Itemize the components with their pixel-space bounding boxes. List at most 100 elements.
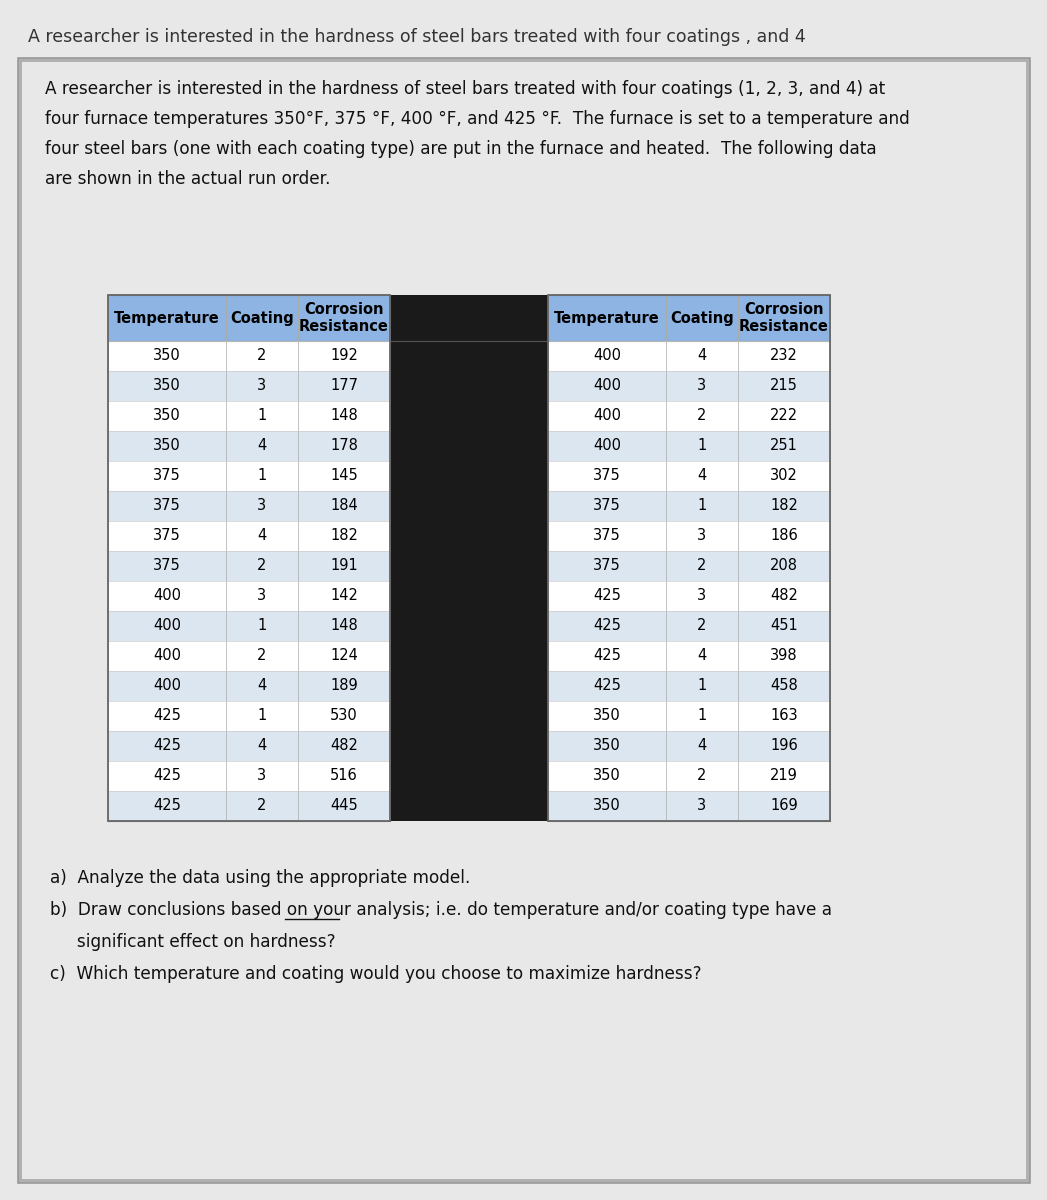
Text: 186: 186 [771,528,798,544]
FancyBboxPatch shape [108,641,389,671]
Text: 142: 142 [330,588,358,604]
Text: 4: 4 [697,348,707,364]
FancyBboxPatch shape [548,521,830,551]
Text: 375: 375 [153,468,181,484]
Text: Temperature: Temperature [554,311,660,325]
Text: 350: 350 [153,408,181,424]
Text: Coating: Coating [230,311,294,325]
FancyBboxPatch shape [108,491,389,521]
Text: 3: 3 [258,378,267,394]
Text: 148: 148 [330,618,358,634]
Text: 445: 445 [330,798,358,814]
FancyBboxPatch shape [548,641,830,671]
FancyBboxPatch shape [108,791,389,821]
Text: 2: 2 [697,408,707,424]
Text: 222: 222 [770,408,798,424]
Text: 1: 1 [697,708,707,724]
Text: 145: 145 [330,468,358,484]
Text: 2: 2 [697,558,707,574]
Text: 182: 182 [330,528,358,544]
Text: 425: 425 [593,618,621,634]
Text: c)  Which temperature and coating would you choose to maximize hardness?: c) Which temperature and coating would y… [50,965,701,983]
Text: 425: 425 [153,768,181,784]
Text: 2: 2 [697,768,707,784]
Text: Corrosion
Resistance: Corrosion Resistance [739,301,829,334]
FancyBboxPatch shape [108,611,389,641]
FancyBboxPatch shape [548,551,830,581]
FancyBboxPatch shape [108,371,389,401]
Text: 3: 3 [258,768,267,784]
FancyBboxPatch shape [108,521,389,551]
FancyBboxPatch shape [108,401,389,431]
Text: 2: 2 [258,558,267,574]
FancyBboxPatch shape [389,295,548,821]
FancyBboxPatch shape [108,671,389,701]
Text: 191: 191 [330,558,358,574]
FancyBboxPatch shape [108,581,389,611]
Text: 232: 232 [770,348,798,364]
Text: 219: 219 [770,768,798,784]
Text: 1: 1 [697,498,707,514]
FancyBboxPatch shape [548,401,830,431]
FancyBboxPatch shape [548,431,830,461]
Text: 169: 169 [771,798,798,814]
Text: 4: 4 [697,468,707,484]
Text: 251: 251 [770,438,798,454]
Text: 177: 177 [330,378,358,394]
Text: 350: 350 [593,738,621,754]
FancyBboxPatch shape [108,731,389,761]
Text: 4: 4 [258,528,267,544]
Text: 400: 400 [153,648,181,664]
Text: 375: 375 [153,528,181,544]
Text: 516: 516 [330,768,358,784]
FancyBboxPatch shape [548,611,830,641]
Text: 189: 189 [330,678,358,694]
Text: 350: 350 [153,438,181,454]
FancyBboxPatch shape [108,551,389,581]
Text: 2: 2 [258,648,267,664]
Text: 3: 3 [258,588,267,604]
Text: 451: 451 [771,618,798,634]
FancyBboxPatch shape [108,295,389,341]
Text: 2: 2 [258,798,267,814]
Text: 196: 196 [771,738,798,754]
Text: 3: 3 [697,378,707,394]
Text: 4: 4 [697,648,707,664]
Text: 1: 1 [697,438,707,454]
FancyBboxPatch shape [548,671,830,701]
Text: 3: 3 [258,498,267,514]
Text: 4: 4 [697,738,707,754]
Text: b)  Draw conclusions based on your analysis; i.e. do temperature and/or coating : b) Draw conclusions based on your analys… [50,901,832,919]
Text: 302: 302 [770,468,798,484]
Text: 192: 192 [330,348,358,364]
FancyBboxPatch shape [548,295,830,341]
Text: A researcher is interested in the hardness of steel bars treated with four coati: A researcher is interested in the hardne… [28,28,806,46]
Text: 1: 1 [258,408,267,424]
Text: Temperature: Temperature [114,311,220,325]
Text: 425: 425 [593,678,621,694]
Text: a)  Analyze the data using the appropriate model.: a) Analyze the data using the appropriat… [50,869,470,887]
FancyBboxPatch shape [548,731,830,761]
Text: 182: 182 [770,498,798,514]
FancyBboxPatch shape [108,431,389,461]
Text: 425: 425 [593,648,621,664]
Text: 400: 400 [153,618,181,634]
Text: 4: 4 [258,438,267,454]
FancyBboxPatch shape [108,761,389,791]
FancyBboxPatch shape [548,461,830,491]
Text: 215: 215 [770,378,798,394]
Text: 400: 400 [153,588,181,604]
Text: 398: 398 [771,648,798,664]
Text: 375: 375 [593,558,621,574]
Text: 400: 400 [593,408,621,424]
FancyBboxPatch shape [18,58,1030,1183]
Text: 124: 124 [330,648,358,664]
FancyBboxPatch shape [548,491,830,521]
FancyBboxPatch shape [548,581,830,611]
Text: 425: 425 [593,588,621,604]
Text: 425: 425 [153,738,181,754]
Text: 148: 148 [330,408,358,424]
Text: 3: 3 [697,798,707,814]
Text: A researcher is interested in the hardness of steel bars treated with four coati: A researcher is interested in the hardne… [45,80,886,98]
Text: 1: 1 [258,468,267,484]
